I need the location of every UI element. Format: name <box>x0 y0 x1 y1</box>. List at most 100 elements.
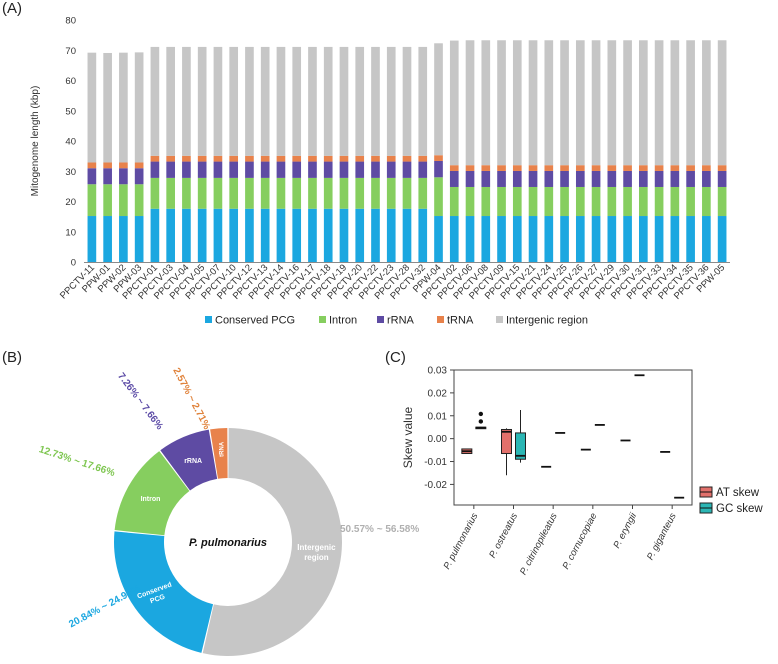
bar-conserved-pcg <box>103 216 112 262</box>
bar-rrna <box>260 161 270 178</box>
bar-intergenic-region <box>623 40 632 166</box>
legend-label: tRNA <box>447 315 474 327</box>
donut-range-label: 7.26% ~ 7.66% <box>115 371 165 432</box>
donut-range-label: 20.84% ~ 24.94% <box>67 583 142 630</box>
bar-intergenic-region <box>103 52 112 163</box>
bar-trna <box>87 162 97 169</box>
bar-rrna <box>323 161 333 178</box>
y-tick-label: 20 <box>65 197 76 208</box>
legend-label: AT skew <box>716 487 760 499</box>
y-tick-label: 0 <box>71 258 76 269</box>
bar-intron <box>434 177 443 217</box>
bar-intergenic-region <box>402 46 412 156</box>
bar-intergenic-region <box>166 46 175 156</box>
bar-intergenic-region <box>591 40 601 166</box>
bar-intron <box>686 186 695 217</box>
donut-range-label: 50.57% ~ 56.58% <box>340 524 419 535</box>
bar-intergenic-region <box>639 40 648 166</box>
bar-intergenic-region <box>575 40 585 166</box>
bar-rrna <box>449 170 459 187</box>
bar-conserved-pcg <box>323 208 333 262</box>
bar-rrna <box>481 170 491 187</box>
box-outlier <box>478 419 484 424</box>
bar-intron <box>276 177 286 209</box>
bar-rrna <box>245 161 254 178</box>
bar-trna <box>449 165 459 171</box>
bar-conserved-pcg <box>560 216 569 262</box>
bar-conserved-pcg <box>308 208 317 262</box>
bar-conserved-pcg <box>528 216 538 262</box>
bar-rrna <box>402 161 412 178</box>
bar-trna <box>323 155 333 162</box>
bar-intergenic-region <box>497 40 506 166</box>
bar-intergenic-region <box>481 40 491 166</box>
bar-intron <box>702 186 711 217</box>
bar-intron <box>639 186 648 217</box>
bar-intron <box>591 186 601 217</box>
legend-label: Conserved PCG <box>215 315 295 327</box>
bar-conserved-pcg <box>260 208 270 262</box>
bar-conserved-pcg <box>197 208 207 262</box>
bar-rrna <box>591 170 601 187</box>
bar-intergenic-region <box>449 40 459 166</box>
legend-label: rRNA <box>387 315 415 327</box>
bar-trna <box>166 155 175 162</box>
bar-rrna <box>654 170 664 187</box>
bar-intron <box>481 186 491 217</box>
bar-legend: Conserved PCG Intron rRNA tRNA Intergenic re… <box>205 315 588 327</box>
y-tick-label: 0.02 <box>428 388 448 399</box>
bar-trna <box>717 165 727 171</box>
bar-intergenic-region <box>339 46 349 156</box>
x-tick-label: P. eryngii <box>611 510 639 550</box>
legend-swatch <box>319 316 326 323</box>
bar-rrna <box>465 170 475 187</box>
bar-rrna <box>686 170 695 187</box>
bar-rrna <box>560 170 569 187</box>
bar-trna <box>292 155 302 162</box>
legend-swatch <box>377 316 384 323</box>
bar-conserved-pcg <box>497 216 506 262</box>
bar-trna <box>134 162 144 169</box>
bar-intergenic-region <box>245 46 254 156</box>
bar-intron <box>182 177 191 209</box>
bar-intergenic-region <box>512 40 522 166</box>
bar-rrna <box>355 161 365 178</box>
bar-conserved-pcg <box>623 216 632 262</box>
box-outlier <box>478 411 484 417</box>
donut-slice-intron <box>114 451 190 536</box>
bar-rrna <box>150 161 160 178</box>
bar-rrna <box>87 168 97 185</box>
bar-intergenic-region <box>434 43 443 156</box>
bar-trna <box>182 155 191 162</box>
bar-rrna <box>544 170 554 187</box>
bar-rrna <box>386 161 396 178</box>
bar-intron <box>402 177 412 209</box>
bar-trna <box>119 162 128 169</box>
bar-intergenic-region <box>150 46 160 156</box>
bar-rrna <box>182 161 191 178</box>
bar-intergenic-region <box>528 40 538 166</box>
bar-rrna <box>371 161 380 178</box>
bar-conserved-pcg <box>87 216 97 262</box>
bar-conserved-pcg <box>434 216 443 262</box>
donut-slice-intergenic-region <box>202 428 342 656</box>
donut-inner-label: rRNA <box>184 458 202 465</box>
bar-intron <box>560 186 569 217</box>
bar-intron <box>213 177 223 209</box>
bar-intergenic-region <box>213 46 223 156</box>
donut-center-label: P. pulmonarius <box>189 537 267 549</box>
bar-conserved-pcg <box>481 216 491 262</box>
bar-rrna <box>512 170 522 187</box>
plot-frame <box>453 369 693 506</box>
bar-conserved-pcg <box>150 208 160 262</box>
bar-intron <box>418 177 428 209</box>
bar-rrna <box>213 161 223 178</box>
bar-trna <box>103 162 112 169</box>
bar-intergenic-region <box>418 46 428 156</box>
x-tick-label: P. ostreatus <box>487 511 520 560</box>
bar-intergenic-region <box>87 52 97 163</box>
bar-rrna <box>670 170 680 187</box>
bar-intron <box>260 177 270 209</box>
skew-legend: AT skew GC skew <box>699 486 763 515</box>
